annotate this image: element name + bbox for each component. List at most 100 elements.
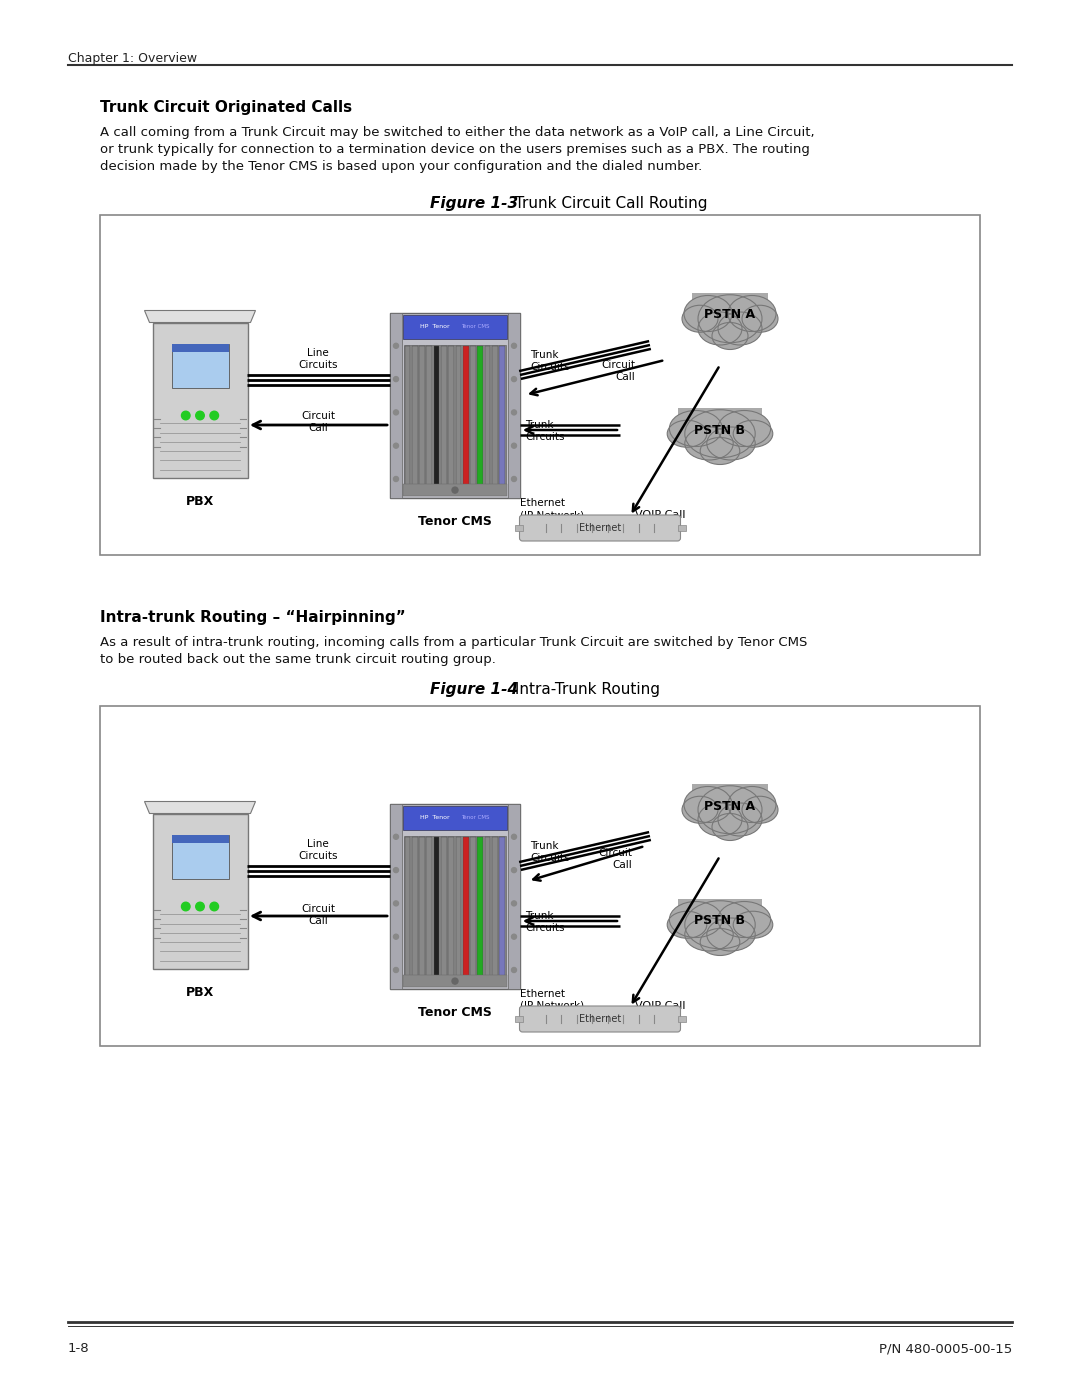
Text: 1-8: 1-8 [68,1343,90,1355]
Text: Tenor CMS: Tenor CMS [461,814,490,820]
FancyBboxPatch shape [441,346,447,488]
Text: HP  Tenor: HP Tenor [420,814,449,820]
Text: Ethernet: Ethernet [579,1014,621,1024]
Text: or trunk typically for connection to a termination device on the users premises : or trunk typically for connection to a t… [100,142,810,156]
FancyBboxPatch shape [477,346,483,488]
Ellipse shape [718,901,771,937]
Ellipse shape [685,427,733,460]
Ellipse shape [700,929,740,956]
Ellipse shape [700,437,740,464]
Circle shape [393,935,399,939]
FancyBboxPatch shape [404,345,507,488]
Text: Line
Circuits: Line Circuits [298,838,338,861]
Text: PSTN A: PSTN A [704,309,756,321]
Circle shape [393,868,399,873]
FancyBboxPatch shape [485,837,490,978]
Text: As a result of intra-trunk routing, incoming calls from a particular Trunk Circu: As a result of intra-trunk routing, inco… [100,636,808,650]
FancyBboxPatch shape [434,346,440,488]
Ellipse shape [742,306,778,332]
Ellipse shape [667,420,706,447]
Text: Circuit
Call: Circuit Call [301,411,335,433]
Text: Intra-trunk Routing – “Hairpinning”: Intra-trunk Routing – “Hairpinning” [100,610,406,624]
Ellipse shape [718,411,771,447]
Text: Trunk Circuit Call Routing: Trunk Circuit Call Routing [510,196,707,211]
Ellipse shape [742,796,778,823]
Text: PBX: PBX [186,986,214,999]
FancyBboxPatch shape [403,485,507,496]
FancyBboxPatch shape [172,835,229,879]
Text: Tenor CMS: Tenor CMS [418,515,491,528]
FancyBboxPatch shape [403,806,507,830]
Circle shape [393,834,399,840]
Text: Trunk Circuit Originated Calls: Trunk Circuit Originated Calls [100,101,352,115]
FancyBboxPatch shape [463,346,469,488]
Polygon shape [145,802,256,813]
FancyBboxPatch shape [470,837,476,978]
FancyBboxPatch shape [477,837,483,978]
FancyBboxPatch shape [519,515,680,541]
Ellipse shape [712,323,748,349]
FancyBboxPatch shape [100,705,980,1046]
Circle shape [195,902,204,911]
Ellipse shape [733,420,773,447]
Circle shape [512,344,516,348]
FancyBboxPatch shape [411,837,418,978]
FancyBboxPatch shape [404,835,507,979]
Circle shape [210,411,218,419]
Circle shape [195,411,204,419]
FancyBboxPatch shape [100,215,980,555]
Circle shape [453,978,458,983]
FancyBboxPatch shape [172,344,229,352]
FancyBboxPatch shape [152,813,247,968]
Text: PBX: PBX [186,495,214,509]
FancyBboxPatch shape [419,346,424,488]
Circle shape [393,409,399,415]
Ellipse shape [698,803,742,835]
FancyBboxPatch shape [456,346,461,488]
Circle shape [393,377,399,381]
FancyBboxPatch shape [172,835,229,842]
Text: HP  Tenor: HP Tenor [420,324,449,330]
Text: Trunk
Circuits: Trunk Circuits [530,351,569,373]
Text: Circuit
Call: Circuit Call [600,360,635,383]
Circle shape [393,901,399,905]
Ellipse shape [706,427,755,460]
FancyBboxPatch shape [499,346,505,488]
Ellipse shape [685,901,755,949]
FancyBboxPatch shape [519,1006,680,1032]
Ellipse shape [681,306,718,332]
FancyBboxPatch shape [499,837,505,978]
FancyBboxPatch shape [491,346,498,488]
Text: to be routed back out the same trunk circuit routing group.: to be routed back out the same trunk cir… [100,652,496,666]
Text: A call coming from a Trunk Circuit may be switched to either the data network as: A call coming from a Trunk Circuit may b… [100,126,814,138]
FancyBboxPatch shape [405,837,410,978]
Circle shape [512,834,516,840]
Text: Ethernet
(IP Network): Ethernet (IP Network) [519,989,584,1011]
Ellipse shape [685,918,733,951]
Text: Tenor CMS: Tenor CMS [418,1006,491,1018]
FancyBboxPatch shape [677,525,686,531]
FancyBboxPatch shape [448,346,454,488]
Ellipse shape [728,296,777,331]
FancyBboxPatch shape [427,837,432,978]
Circle shape [210,902,218,911]
Text: PSTN B: PSTN B [694,423,745,436]
FancyBboxPatch shape [470,346,476,488]
FancyBboxPatch shape [419,837,424,978]
Text: VOIP Call: VOIP Call [635,510,686,520]
Ellipse shape [706,918,755,951]
FancyBboxPatch shape [677,1016,686,1023]
FancyBboxPatch shape [403,314,507,338]
Ellipse shape [667,911,706,939]
FancyBboxPatch shape [485,346,490,488]
Circle shape [512,901,516,905]
Circle shape [512,968,516,972]
Text: Ethernet: Ethernet [579,522,621,534]
Text: Trunk
Circuits: Trunk Circuits [525,911,565,933]
Text: P/N 480-0005-00-15: P/N 480-0005-00-15 [879,1343,1012,1355]
Circle shape [393,968,399,972]
Circle shape [181,902,190,911]
FancyBboxPatch shape [403,975,507,986]
FancyBboxPatch shape [390,803,402,989]
Circle shape [393,443,399,448]
